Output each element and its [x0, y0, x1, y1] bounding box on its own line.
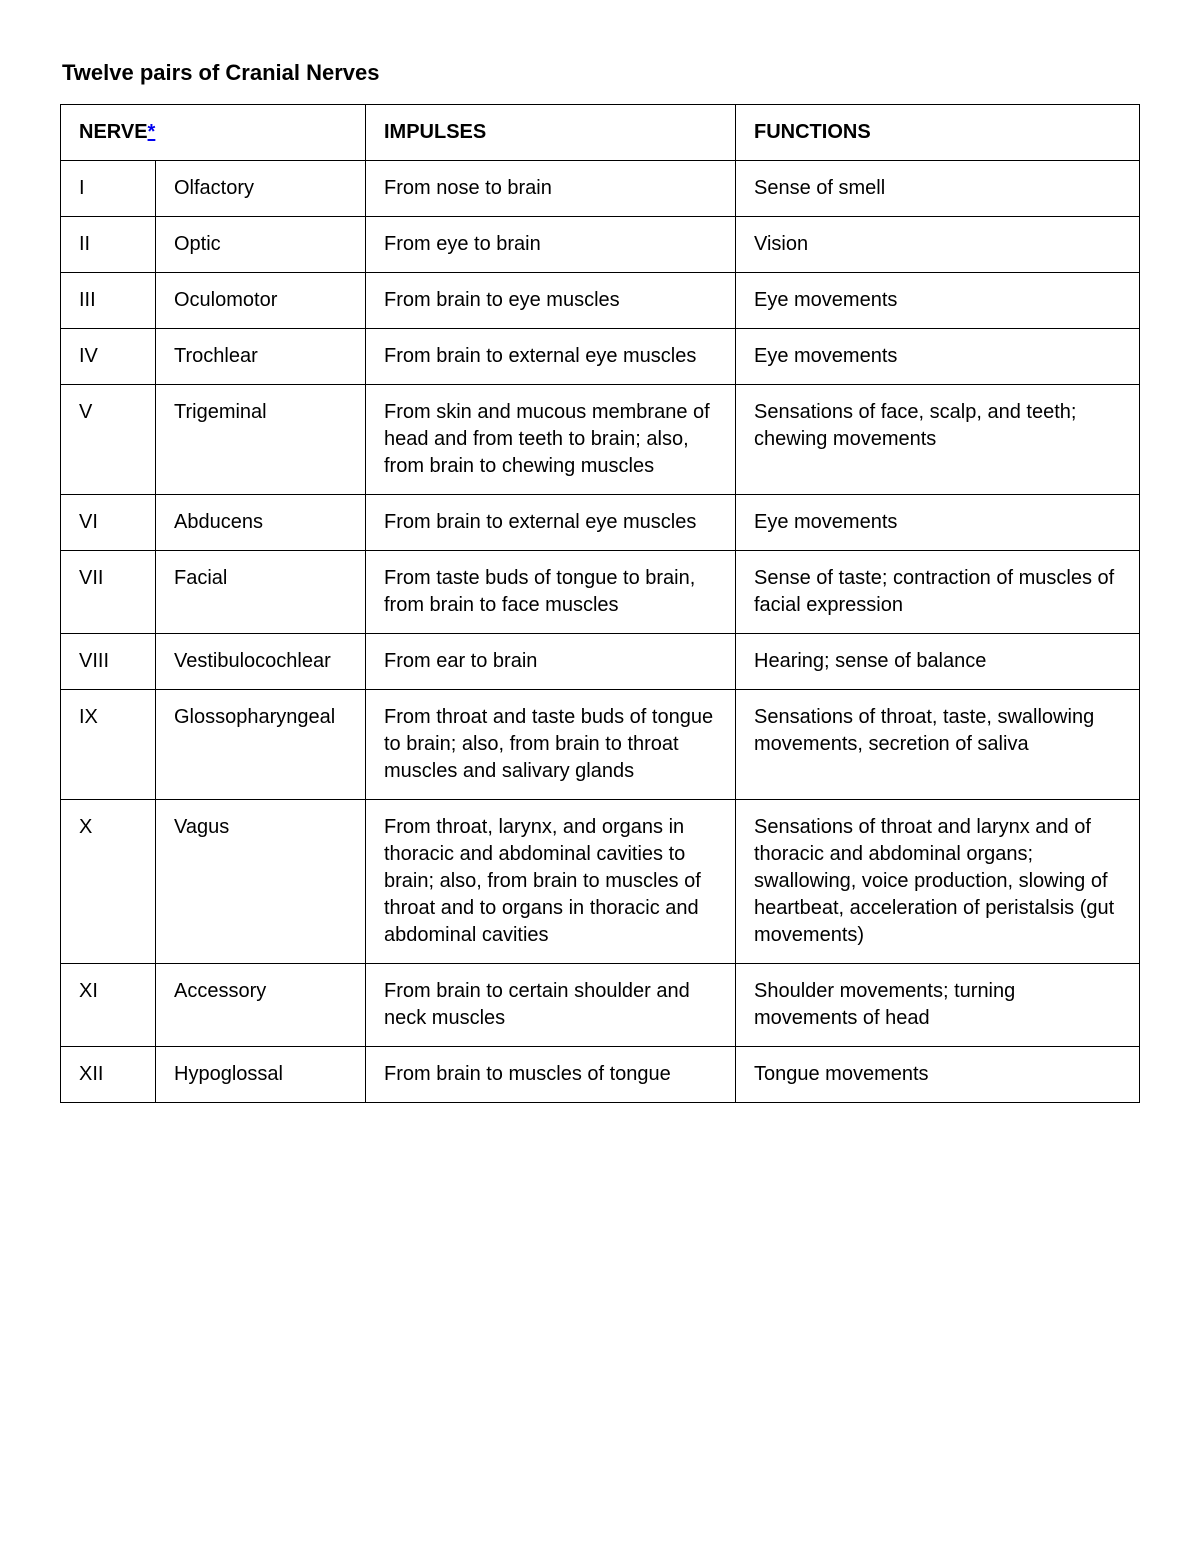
- table-row: XI Accessory From brain to certain shoul…: [61, 964, 1140, 1047]
- table-header-row: NERVE* IMPULSES FUNCTIONS: [61, 105, 1140, 161]
- nerve-impulses: From brain to eye muscles: [366, 273, 736, 329]
- nerve-impulses: From throat and taste buds of tongue to …: [366, 690, 736, 800]
- table-row: IX Glossopharyngeal From throat and tast…: [61, 690, 1140, 800]
- nerve-number: II: [61, 217, 156, 273]
- nerve-name: Olfactory: [156, 161, 366, 217]
- nerve-impulses: From eye to brain: [366, 217, 736, 273]
- nerve-functions: Sensations of throat, taste, swallowing …: [736, 690, 1140, 800]
- table-row: X Vagus From throat, larynx, and organs …: [61, 800, 1140, 964]
- nerve-functions: Hearing; sense of balance: [736, 634, 1140, 690]
- nerve-impulses: From taste buds of tongue to brain, from…: [366, 551, 736, 634]
- page-container: Twelve pairs of Cranial Nerves NERVE* IM…: [0, 0, 1200, 1183]
- header-nerve: NERVE*: [61, 105, 366, 161]
- nerve-number: V: [61, 385, 156, 495]
- nerve-functions: Sense of taste; contraction of muscles o…: [736, 551, 1140, 634]
- nerve-name: Trochlear: [156, 329, 366, 385]
- nerve-impulses: From ear to brain: [366, 634, 736, 690]
- nerve-name: Facial: [156, 551, 366, 634]
- header-functions: FUNCTIONS: [736, 105, 1140, 161]
- nerve-name: Vagus: [156, 800, 366, 964]
- nerve-footnote-link[interactable]: *: [148, 121, 156, 143]
- nerve-name: Oculomotor: [156, 273, 366, 329]
- nerve-name: Vestibulocochlear: [156, 634, 366, 690]
- nerve-functions: Eye movements: [736, 273, 1140, 329]
- table-row: III Oculomotor From brain to eye muscles…: [61, 273, 1140, 329]
- nerve-impulses: From brain to certain shoulder and neck …: [366, 964, 736, 1047]
- nerve-number: IV: [61, 329, 156, 385]
- table-row: VIII Vestibulocochlear From ear to brain…: [61, 634, 1140, 690]
- nerve-functions: Vision: [736, 217, 1140, 273]
- table-row: I Olfactory From nose to brain Sense of …: [61, 161, 1140, 217]
- nerve-functions: Tongue movements: [736, 1047, 1140, 1103]
- nerve-functions: Sensations of face, scalp, and teeth; ch…: [736, 385, 1140, 495]
- table-row: V Trigeminal From skin and mucous membra…: [61, 385, 1140, 495]
- nerve-name: Trigeminal: [156, 385, 366, 495]
- nerve-functions: Shoulder movements; turning movements of…: [736, 964, 1140, 1047]
- nerve-impulses: From brain to muscles of tongue: [366, 1047, 736, 1103]
- table-row: VI Abducens From brain to external eye m…: [61, 495, 1140, 551]
- table-row: IV Trochlear From brain to external eye …: [61, 329, 1140, 385]
- header-nerve-label: NERVE: [79, 121, 148, 143]
- table-row: VII Facial From taste buds of tongue to …: [61, 551, 1140, 634]
- nerve-name: Optic: [156, 217, 366, 273]
- table-row: XII Hypoglossal From brain to muscles of…: [61, 1047, 1140, 1103]
- nerve-number: III: [61, 273, 156, 329]
- nerve-number: IX: [61, 690, 156, 800]
- nerve-functions: Sense of smell: [736, 161, 1140, 217]
- nerve-impulses: From throat, larynx, and organs in thora…: [366, 800, 736, 964]
- nerve-name: Glossopharyngeal: [156, 690, 366, 800]
- nerve-impulses: From nose to brain: [366, 161, 736, 217]
- nerve-number: VIII: [61, 634, 156, 690]
- nerve-number: VI: [61, 495, 156, 551]
- nerve-functions: Eye movements: [736, 329, 1140, 385]
- nerve-number: I: [61, 161, 156, 217]
- nerve-number: XI: [61, 964, 156, 1047]
- header-impulses: IMPULSES: [366, 105, 736, 161]
- nerve-name: Accessory: [156, 964, 366, 1047]
- page-title: Twelve pairs of Cranial Nerves: [62, 60, 1140, 86]
- nerve-name: Hypoglossal: [156, 1047, 366, 1103]
- nerve-number: XII: [61, 1047, 156, 1103]
- nerve-name: Abducens: [156, 495, 366, 551]
- nerve-functions: Sensations of throat and larynx and of t…: [736, 800, 1140, 964]
- nerve-impulses: From brain to external eye muscles: [366, 329, 736, 385]
- table-row: II Optic From eye to brain Vision: [61, 217, 1140, 273]
- nerve-number: X: [61, 800, 156, 964]
- nerve-number: VII: [61, 551, 156, 634]
- nerve-functions: Eye movements: [736, 495, 1140, 551]
- cranial-nerves-table: NERVE* IMPULSES FUNCTIONS I Olfactory Fr…: [60, 104, 1140, 1103]
- table-body: I Olfactory From nose to brain Sense of …: [61, 161, 1140, 1103]
- nerve-impulses: From brain to external eye muscles: [366, 495, 736, 551]
- nerve-impulses: From skin and mucous membrane of head an…: [366, 385, 736, 495]
